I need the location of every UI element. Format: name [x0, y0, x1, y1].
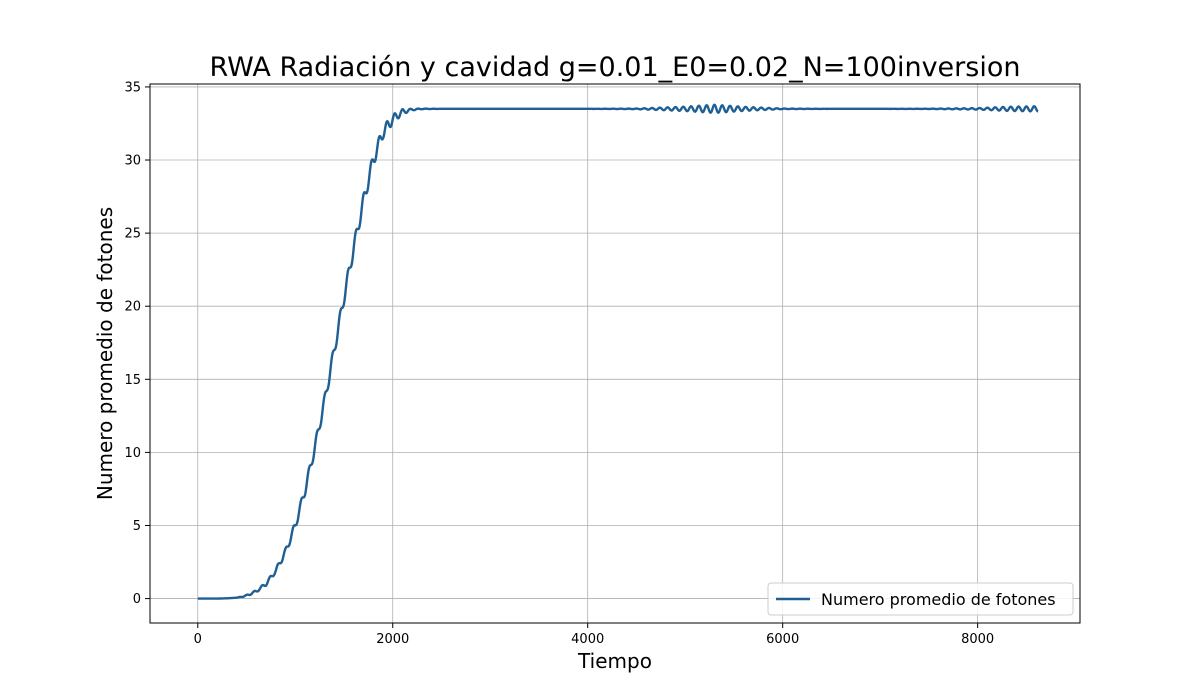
x-tick-label: 4000	[571, 632, 604, 647]
y-tick-label: 25	[124, 227, 141, 242]
y-tick-label: 10	[124, 446, 141, 461]
x-tick-label: 8000	[961, 632, 994, 647]
y-axis-label: Numero promedio de fotones	[93, 207, 117, 500]
x-tick-label: 0	[194, 632, 202, 647]
y-tick-label: 0	[133, 592, 141, 607]
plot-frame	[149, 83, 1081, 624]
x-tick-label: 6000	[766, 632, 799, 647]
grid	[150, 84, 1080, 623]
series-layer	[196, 103, 1039, 600]
y-tick-label: 30	[124, 154, 141, 169]
ticks: 0 2000 4000 6000 8000 0 5 10 15 20 25 30 35	[124, 80, 994, 647]
legend: Numero promedio de fotones	[767, 582, 1074, 616]
y-tick-label: 20	[124, 300, 141, 315]
x-axis-label: Tiempo	[577, 649, 652, 673]
legend-box	[767, 582, 1074, 616]
legend-label: Numero promedio de fotones	[821, 590, 1056, 609]
y-tick-label: 15	[124, 373, 141, 388]
x-tick-label: 2000	[376, 632, 409, 647]
y-tick-label: 35	[124, 80, 141, 95]
y-tick-label: 5	[133, 519, 141, 534]
series-line	[196, 103, 1039, 600]
chart-title: RWA Radiación y cavidad g=0.01_E0=0.02_N…	[210, 52, 1021, 83]
